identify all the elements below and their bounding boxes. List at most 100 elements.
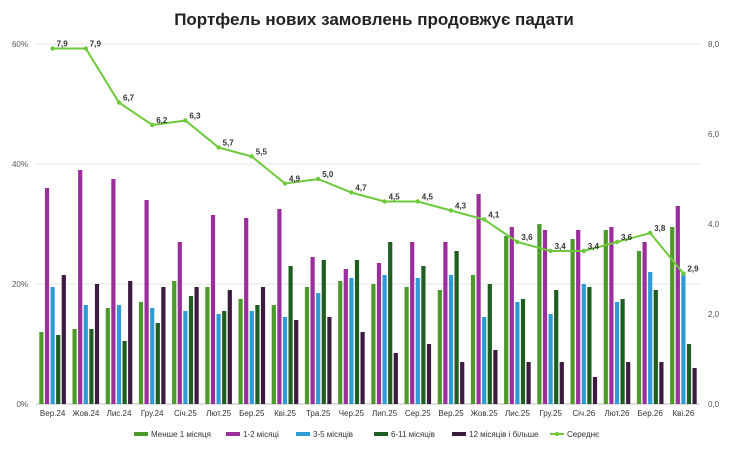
bar-2 [244,218,249,404]
legend-label: 12 місяців і більше [469,430,539,439]
chart-title: Портфель нових замовлень продовжує падат… [174,10,574,29]
bar-3 [316,293,321,404]
bar-4 [554,290,559,404]
bar-1 [570,239,575,404]
bar-1 [304,287,310,404]
bar-5 [559,362,564,404]
y-left-tick-label: 60% [12,40,28,49]
bar-2 [443,242,448,404]
average-point [150,122,155,128]
bar-5 [393,353,398,404]
bar-4 [188,296,194,404]
bar-3 [216,314,221,404]
bar-5 [493,350,498,404]
average-data-label: 5,7 [223,139,235,148]
bar-3 [482,317,487,404]
bar-3 [415,278,420,404]
bar-1 [72,329,77,404]
x-tick-label: Вер.25 [438,409,464,418]
bar-4 [620,299,625,404]
y-left-tick-label: 20% [12,280,28,289]
bar-1 [39,332,44,404]
bar-4 [421,266,426,404]
average-point [648,230,653,236]
average-line [52,47,685,275]
x-tick-label: Гру.25 [539,409,562,418]
x-tick-label: Сер.25 [405,409,431,418]
x-tick-label: Бер.26 [638,409,664,418]
bar-5 [327,317,332,404]
bar-3 [50,287,55,404]
bar-5 [294,320,299,404]
bar-2 [111,179,116,404]
average-point [581,248,586,254]
bar-4 [122,341,127,404]
x-tick-label: Кві.25 [274,409,296,418]
bar-2 [210,215,216,404]
average-data-label: 3,8 [654,224,666,233]
legend-swatch [452,432,466,436]
bar-1 [271,305,276,404]
average-data-label: 5,5 [256,148,268,157]
bar-4 [354,260,360,404]
average-point [548,248,553,254]
bar-2 [376,263,382,404]
average-point [249,154,254,159]
x-axis: Вер.24 Жов.24 Лис.24 Гру.24 Січ.25 Лют.25 Бер.… [40,409,695,418]
x-tick-label: Кві.26 [672,409,694,418]
bar-4 [56,335,61,404]
bar-2 [343,269,348,404]
x-tick-label: Лис.24 [107,409,132,418]
bar-2 [410,242,415,404]
bar-4 [321,260,326,404]
average-data-label: 4,9 [289,175,301,184]
average-point [83,46,89,51]
bar-3 [548,314,553,404]
legend-swatch [226,432,240,436]
bar-2 [576,230,581,404]
bar-2 [44,188,50,404]
bar-2 [675,206,680,404]
average-data-label: 7,9 [57,40,69,49]
bar-4 [653,290,658,404]
bar-5 [626,362,631,404]
bar-2 [542,230,548,404]
bar-4 [388,242,393,404]
average-point [515,239,520,245]
average-data-label: 4,5 [422,193,434,202]
bar-2 [144,200,149,404]
bar-1 [105,308,110,404]
x-tick-label: Лют.25 [206,409,232,418]
x-tick-label: Жов.24 [72,409,100,418]
y-right-tick-label: 8,0 [708,40,720,49]
y-axis-right: 0,0 2,0 4,0 6,0 8,0 [708,40,720,409]
bar-2 [277,209,282,404]
bar-3 [116,305,122,404]
legend-label: Менше 1 місяця [151,430,211,439]
bar-3 [349,278,354,404]
average-data-label: 4,1 [488,211,500,220]
average-data-label: 3,6 [521,233,533,242]
bar-2 [476,194,481,404]
average-data-label: 3,6 [621,233,633,242]
grid-lines [36,43,700,405]
y-axis-left: 0% 20% 40% 60% [12,40,28,409]
average-point [349,190,354,195]
legend-swatch [134,432,148,436]
bar-4 [686,344,692,404]
bar-1 [205,287,210,404]
x-tick-label: Лют.26 [605,409,631,418]
x-tick-label: Тра.25 [306,409,331,418]
bar-5 [426,344,432,404]
bar-1 [172,281,177,404]
bar-3 [681,272,686,404]
bar-3 [183,311,188,404]
y-right-tick-label: 2,0 [708,310,720,319]
average-data-label: 4,3 [455,202,467,211]
bar-3 [83,305,88,404]
legend-label: 3-5 місяців [313,430,353,439]
bar-3 [515,302,520,404]
bar-3 [282,317,288,404]
legend-label: 6-11 місяців [391,430,435,439]
average-point [382,199,387,204]
